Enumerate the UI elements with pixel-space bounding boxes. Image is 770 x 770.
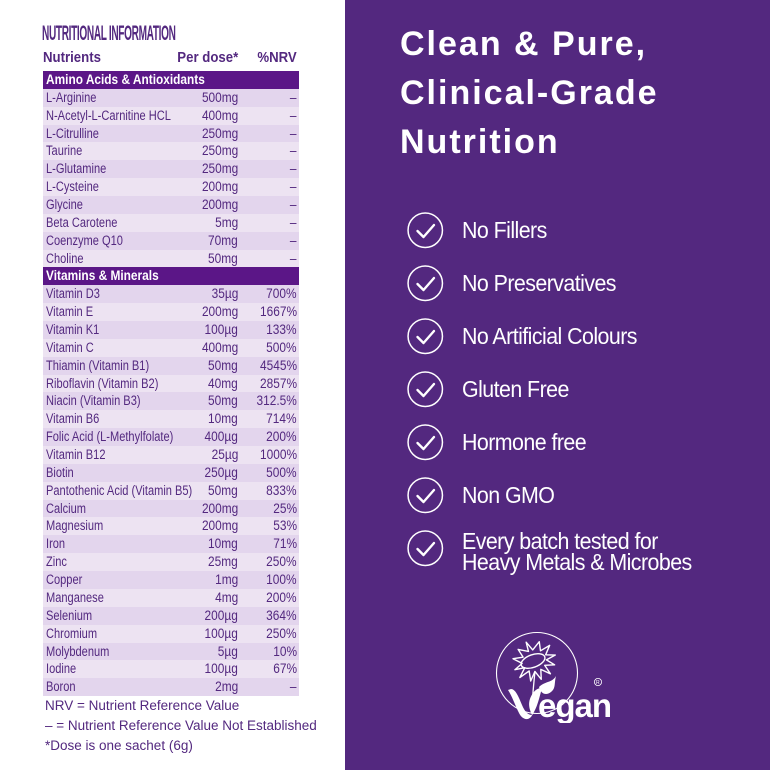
- svg-text:R: R: [596, 680, 600, 686]
- svg-text:egan: egan: [538, 687, 611, 723]
